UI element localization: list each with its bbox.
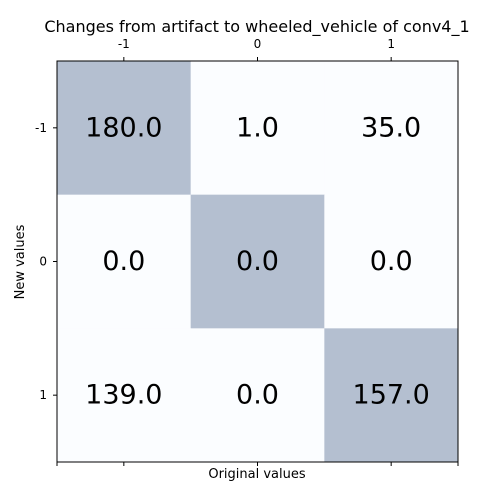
x-tick-label: 0: [254, 37, 262, 51]
y-tick-label: 1: [39, 388, 47, 402]
cell-value-label: 1.0: [236, 112, 279, 143]
heatmap-cell: [324, 328, 459, 463]
y-axis-label: New values: [13, 224, 28, 299]
cell-value-label: 0.0: [236, 246, 279, 277]
cell-value-label: 180.0: [85, 112, 162, 143]
heatmap-cell: [190, 61, 325, 196]
cell-value-label: 0.0: [236, 380, 279, 411]
y-tick-label: -1: [35, 121, 47, 135]
heatmap-cell: [57, 61, 192, 196]
heatmap-cells: 180.0 1.0 35.0 0.0 0.0 0.0 139.0 0.0 157.0: [57, 61, 459, 463]
cell-value-label: 0.0: [102, 246, 145, 277]
cell-value-label: 35.0: [361, 112, 421, 143]
heatmap-cell: [324, 194, 459, 329]
axis-ticks: -1 0 1 -1 0 1: [35, 37, 459, 466]
y-tick-label: 0: [39, 255, 47, 269]
cell-value-label: 139.0: [85, 380, 162, 411]
x-tick-label: 1: [387, 37, 395, 51]
x-tick-label: -1: [118, 37, 130, 51]
chart-title: Changes from artifact to wheeled_vehicle…: [44, 17, 469, 37]
heatmap-cell: [190, 194, 325, 329]
cell-value-label: 0.0: [370, 246, 413, 277]
heatmap-cell: [57, 328, 192, 463]
heatmap-cell: [324, 61, 459, 196]
heatmap-cell: [57, 194, 192, 329]
heatmap-cell: [190, 328, 325, 463]
x-axis-label: Original values: [208, 467, 306, 482]
cell-value-label: 157.0: [353, 380, 430, 411]
